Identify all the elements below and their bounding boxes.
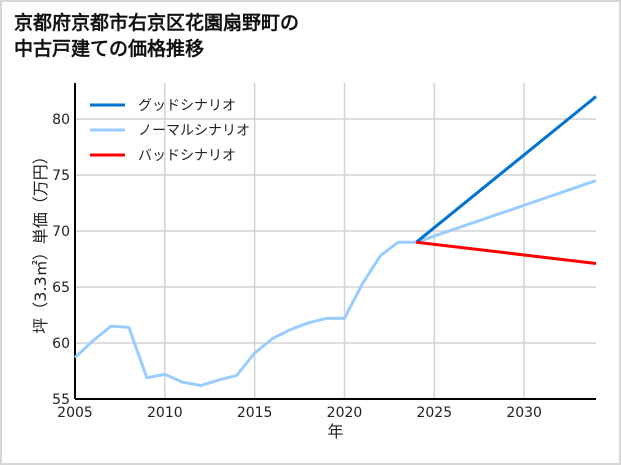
x-tick-label: 2025 [416, 405, 452, 421]
x-tick-label: 2015 [237, 405, 273, 421]
series-line-3 [416, 240, 597, 265]
x-tick-label: 2030 [506, 405, 542, 421]
x-tick-label: 2020 [327, 405, 363, 421]
x-tick-label: 2010 [147, 405, 183, 421]
title-line-1: 京都府京都市右京区花園扇野町の [14, 12, 300, 34]
y-tick-label: 80 [52, 112, 70, 128]
x-tick-label: 2005 [57, 405, 93, 421]
y-axis-label: 坪（3.3㎡）単価（万円） [31, 148, 50, 333]
legend-label: ノーマルシナリオ [138, 123, 250, 139]
series-line-1 [415, 95, 597, 244]
y-tick-label: 65 [52, 280, 70, 296]
legend-label: バッドシナリオ [138, 148, 236, 164]
chart-title: 京都府京都市右京区花園扇野町の 中古戸建ての価格推移 [14, 10, 299, 62]
series-line-2 [73, 179, 597, 388]
y-tick-label: 75 [52, 168, 70, 184]
legend-label: グッドシナリオ [138, 98, 236, 114]
title-line-2: 中古戸建ての価格推移 [14, 38, 205, 60]
y-tick-label: 55 [52, 392, 70, 408]
x-axis-label: 年 [327, 422, 343, 441]
y-tick-label: 70 [52, 224, 70, 240]
y-tick-label: 60 [52, 336, 70, 352]
